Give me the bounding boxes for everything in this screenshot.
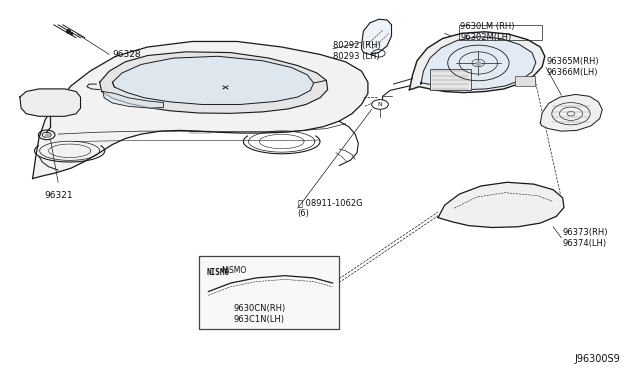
Text: 96321: 96321: [44, 191, 73, 200]
Bar: [460, 25, 542, 39]
Text: ⓝ 08911-1062G
(6): ⓝ 08911-1062G (6): [298, 198, 362, 218]
Text: N: N: [378, 102, 383, 107]
Bar: [515, 76, 535, 86]
Polygon shape: [362, 19, 392, 54]
Text: 96365M(RH)
96366M(LH): 96365M(RH) 96366M(LH): [547, 57, 599, 77]
Polygon shape: [421, 37, 536, 90]
Text: 96373(RH)
96374(LH): 96373(RH) 96374(LH): [563, 228, 608, 248]
Polygon shape: [410, 32, 545, 93]
Text: 9630LM (RH)
96302M(LH): 9630LM (RH) 96302M(LH): [461, 22, 515, 42]
Polygon shape: [113, 56, 314, 105]
Bar: [198, 256, 339, 329]
Text: 80292 (RH)
80293 (LH): 80292 (RH) 80293 (LH): [333, 41, 381, 61]
Text: 9630CN(RH)
963C1N(LH): 9630CN(RH) 963C1N(LH): [233, 304, 285, 324]
Text: J96300S9: J96300S9: [574, 354, 620, 364]
Polygon shape: [103, 92, 164, 108]
Polygon shape: [540, 94, 602, 131]
Text: NISMO: NISMO: [206, 267, 230, 276]
Polygon shape: [20, 89, 81, 116]
Text: NISMO: NISMO: [221, 266, 246, 275]
Bar: [430, 69, 471, 90]
Polygon shape: [33, 41, 368, 179]
Circle shape: [372, 100, 388, 109]
Polygon shape: [100, 52, 328, 113]
Polygon shape: [438, 182, 564, 228]
Text: 96328: 96328: [113, 50, 141, 59]
